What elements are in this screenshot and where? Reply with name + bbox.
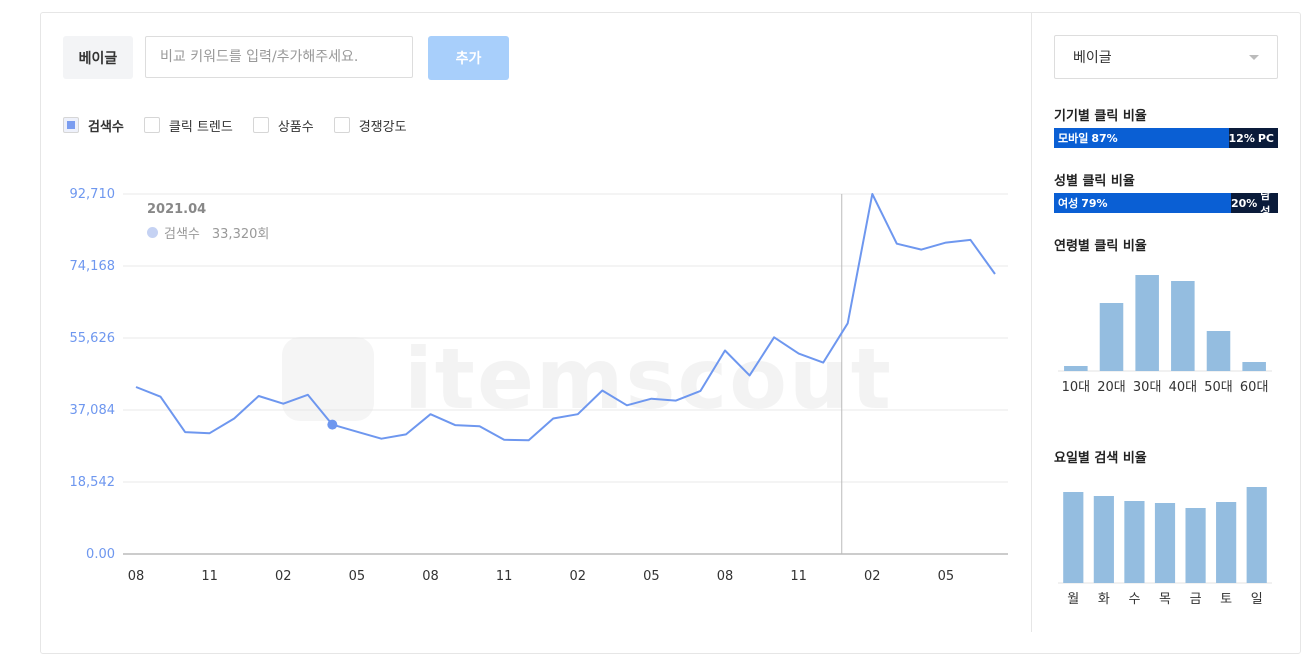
bar-수 (1124, 501, 1145, 583)
legend-label: 검색수 (88, 119, 124, 135)
bar-label: 50대 (1204, 380, 1233, 395)
device-mobile-pct: 87% (1091, 131, 1118, 145)
checkbox-click-trend[interactable] (143, 117, 160, 133)
weekday-ratio-title: 요일별 검색 비율 (1054, 451, 1147, 466)
bar-label: 60대 (1240, 380, 1269, 395)
y-tick-label: 74,168 (70, 259, 116, 274)
watermark-logo-icon (282, 337, 374, 421)
bar-label: 수 (1128, 592, 1140, 607)
bar-40대 (1171, 281, 1195, 371)
checkbox-search-count[interactable] (63, 117, 79, 133)
bar-label: 10대 (1062, 380, 1091, 395)
tooltip-series-dot (147, 227, 158, 238)
keyword-select-value: 베이글 (1073, 50, 1112, 66)
panel-divider (1031, 12, 1032, 632)
bar-20대 (1099, 303, 1124, 371)
bar-label: 40대 (1169, 380, 1198, 395)
bar-화 (1093, 496, 1114, 583)
bar-50대 (1206, 331, 1231, 371)
bar-목 (1154, 503, 1176, 583)
device-pc-segment: 12% PC (1229, 128, 1278, 148)
device-ratio-bar: 모바일 87% 12% PC (1054, 128, 1278, 148)
trend-card (40, 12, 1301, 654)
tooltip-date: 2021.04 (147, 202, 207, 217)
y-tick-label: 37,084 (70, 403, 116, 418)
x-tick-label: 11 (496, 569, 513, 584)
bar-일 (1246, 487, 1267, 583)
device-ratio-title: 기기별 클릭 비율 (1054, 109, 1147, 124)
y-tick-label: 18,542 (70, 475, 116, 490)
chart-tooltip: 2021.04 검색수 33,320회 (147, 202, 269, 242)
x-tick-label: 02 (864, 569, 881, 584)
legend-label: 상품수 (277, 119, 314, 135)
y-tick-label: 0.00 (86, 547, 115, 562)
gender-female-pct: 79% (1081, 196, 1108, 210)
bar-토 (1216, 502, 1237, 583)
x-tick-label: 05 (349, 569, 366, 584)
checkbox-competition[interactable] (333, 117, 350, 133)
bar-60대 (1242, 362, 1266, 371)
highlight-point (327, 419, 338, 430)
bar-label: 목 (1159, 592, 1171, 607)
bar-label: 금 (1190, 592, 1202, 607)
legend-search-count[interactable]: 검색수 (63, 116, 124, 135)
bar-10대 (1064, 366, 1088, 371)
gender-male-segment: 20% 남성 (1230, 189, 1278, 218)
metric-legend: 검색수 클릭 트렌드 상품수 경쟁강도 (63, 116, 427, 135)
x-tick-label: 08 (128, 569, 145, 584)
gender-female-segment: 여성 79% (1054, 193, 1231, 213)
gender-male-label: 남성 (1260, 189, 1271, 218)
x-tick-label: 02 (569, 569, 586, 584)
keyword-chip: 베이글 (63, 36, 133, 79)
age-ratio-chart: 10대 20대 30대 40대 50대 60대 (1058, 275, 1272, 395)
device-pc-pct: 12% (1228, 131, 1255, 145)
legend-label: 경쟁강도 (358, 119, 407, 135)
x-tick-label: 11 (790, 569, 807, 584)
gender-ratio-title: 성별 클릭 비율 (1054, 174, 1135, 189)
checkbox-product-count[interactable] (252, 117, 269, 133)
bar-label: 일 (1251, 592, 1263, 607)
legend-label: 클릭 트렌드 (168, 119, 233, 135)
bar-월 (1063, 492, 1084, 583)
x-tick-label: 02 (275, 569, 292, 584)
device-mobile-label: 모바일 (1058, 132, 1089, 145)
x-tick-label: 05 (643, 569, 660, 584)
x-tick-label: 08 (717, 569, 734, 584)
bar-label: 30대 (1133, 380, 1162, 395)
bar-label: 화 (1098, 592, 1110, 607)
y-tick-label: 55,626 (70, 331, 116, 346)
bar-30대 (1135, 275, 1159, 371)
age-ratio-title: 연령별 클릭 비율 (1054, 239, 1147, 254)
gender-male-pct: 20% (1230, 196, 1258, 210)
y-tick-label: 92,710 (70, 187, 116, 202)
gender-female-label: 여성 (1058, 197, 1079, 210)
add-keyword-button[interactable]: 추가 (428, 36, 509, 80)
x-tick-label: 08 (422, 569, 439, 584)
legend-competition[interactable]: 경쟁강도 (333, 116, 407, 135)
watermark-text: itemscout (404, 330, 893, 428)
keyword-select[interactable]: 베이글 (1054, 35, 1278, 79)
legend-click-trend[interactable]: 클릭 트렌드 (143, 116, 233, 135)
bar-금 (1185, 508, 1206, 583)
device-mobile-segment: 모바일 87% (1054, 128, 1229, 148)
watermark: itemscout (282, 330, 893, 428)
bar-label: 월 (1067, 592, 1079, 607)
x-tick-label: 05 (938, 569, 955, 584)
bar-label: 20대 (1097, 380, 1126, 395)
series-line-search-count (135, 193, 996, 442)
device-pc-label: PC (1257, 131, 1274, 145)
x-tick-label: 11 (201, 569, 218, 584)
bar-label: 토 (1220, 592, 1232, 607)
tooltip-value: 33,320회 (211, 227, 270, 242)
gender-ratio-bar: 여성 79% 20% 남성 (1054, 189, 1278, 218)
chevron-down-icon (1249, 54, 1259, 60)
tooltip-series: 검색수 (164, 227, 200, 242)
legend-product-count[interactable]: 상품수 (252, 116, 314, 135)
compare-keyword-input[interactable] (145, 36, 413, 78)
search-trend-chart[interactable]: 0.00 18,542 37,084 55,626 74,168 92,710 08 11 02… (40, 150, 1020, 590)
